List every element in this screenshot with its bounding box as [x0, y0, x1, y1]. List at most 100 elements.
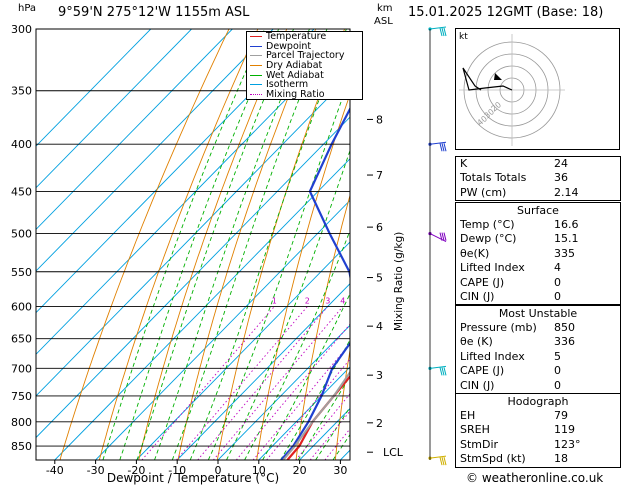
mixing-ratio-label: 4 — [340, 297, 345, 306]
wind-barb-flag — [441, 27, 445, 37]
wet-adiabat — [349, 459, 350, 460]
wind-barb-flag — [439, 456, 443, 466]
param-label: CIN (J) — [460, 289, 495, 303]
param-label: StmDir — [460, 437, 499, 451]
param-row: EH 79 — [456, 409, 620, 423]
param-row: K 24 — [456, 157, 620, 171]
isotherm-line — [217, 324, 350, 460]
panel-title: Hodograph — [507, 395, 569, 408]
isotherm-line — [258, 366, 350, 460]
isotherm-line — [381, 29, 455, 460]
mixing-ratio-line — [324, 428, 350, 460]
wind-barb-flag — [443, 456, 447, 466]
param-label: StmSpd (kt) — [460, 452, 526, 466]
dry-adiabat — [138, 29, 288, 460]
wind-barb-flag — [439, 143, 443, 152]
param-row: CAPE (J) 0 — [456, 276, 620, 290]
dry-adiabat — [216, 29, 346, 460]
param-label: θe(K) — [460, 246, 490, 260]
wet-adiabat — [119, 29, 280, 460]
param-label: CAPE (J) — [460, 275, 505, 289]
mixing-ratio-label: 3 — [325, 297, 330, 306]
km-tick-label: 5 — [376, 272, 383, 285]
wind-barb-flag — [441, 143, 445, 152]
wind-barb-shaft — [429, 233, 447, 243]
param-value: 335 — [554, 246, 575, 260]
wind-barb-shaft — [429, 365, 447, 369]
wind-barb-flag — [439, 367, 443, 376]
pressure-tick-label: 500 — [11, 228, 32, 241]
asl-label: ASL — [374, 16, 393, 27]
km-tick-label: 2 — [376, 417, 383, 430]
param-value: 0 — [554, 275, 561, 289]
param-label: Lifted Index — [460, 261, 525, 275]
km-tick-label: 3 — [376, 369, 383, 382]
skewt-chart: 300350400450500550600650700750800850-40-… — [11, 23, 455, 485]
param-row: Lifted Index 4 — [456, 261, 620, 275]
mixing-ratio-line — [212, 306, 344, 460]
param-row: θe(K) 335 — [456, 247, 620, 261]
param-row: CAPE (J) 0 — [456, 364, 620, 378]
legend-label: Dry Adiabat — [266, 60, 323, 72]
legend-label: Dewpoint — [266, 40, 312, 52]
param-row: StmDir 123° — [456, 438, 620, 452]
legend-swatch — [250, 55, 262, 57]
hodograph-unit: kt — [459, 32, 468, 42]
indices-panel: K 24 Totals Totals 36 PW (cm) 2.14 — [455, 156, 621, 202]
mixing-ratio-line — [175, 306, 308, 460]
pressure-tick-label: 850 — [11, 440, 32, 453]
param-label: K — [460, 157, 468, 170]
legend-item: Dewpoint — [247, 40, 362, 52]
pressure-tick-label: 700 — [11, 362, 32, 375]
panel-title: Most Unstable — [498, 307, 578, 320]
hodograph-trace — [462, 67, 513, 91]
isotherm-line — [36, 29, 233, 231]
wet-adiabat — [154, 29, 310, 460]
plot-area — [36, 29, 455, 460]
copyright: © weatheronline.co.uk — [466, 471, 604, 485]
hpa-label: hPa — [18, 3, 37, 14]
x-tick-label: -20 — [127, 464, 145, 477]
x-tick-label: 0 — [215, 464, 222, 477]
isotherm-line — [36, 29, 315, 314]
param-label: Dewp (°C) — [460, 232, 517, 246]
param-value: 0 — [554, 364, 561, 378]
param-label: CAPE (J) — [460, 364, 505, 378]
param-row: Pressure (mb) 850 — [456, 321, 620, 335]
param-value: 5 — [554, 349, 561, 363]
mixing-ratio-label: 1 — [272, 297, 277, 306]
param-value: 79 — [554, 409, 568, 422]
param-row: Totals Totals 36 — [456, 171, 620, 185]
x-axis-label: Dewpoint / Temperature (°C) — [107, 471, 279, 485]
legend-label: Temperature — [266, 31, 327, 43]
dry-adiabat — [414, 29, 455, 460]
km-tick-label: 6 — [376, 221, 383, 234]
isotherm-line — [95, 199, 350, 460]
legend-swatch — [250, 93, 262, 95]
lcl-label: LCL — [383, 446, 404, 459]
mixing-ratio-line — [266, 358, 350, 460]
mixing-ratio-line — [197, 306, 329, 460]
wet-adiabat — [367, 29, 455, 460]
dry-adiabat — [295, 193, 350, 460]
wet-adiabat — [226, 149, 350, 460]
isotherm-line — [36, 29, 152, 147]
param-row: Dewp (°C) 15.1 — [456, 232, 620, 246]
legend-swatch — [250, 84, 262, 86]
wind-barb-flag — [439, 232, 443, 241]
km-tick-label: 8 — [376, 113, 383, 126]
isotherm-line — [136, 241, 350, 460]
param-row: CIN (J) 0 — [456, 290, 620, 304]
isotherm-line — [36, 116, 350, 439]
dry-adiabat — [334, 347, 350, 460]
legend-label: Mixing Ratio — [266, 88, 325, 100]
surface-panel: Surface Temp (°C) 16.6 Dewp (°C) 15.1 θe(K) 33… — [455, 202, 621, 306]
pressure-tick-label: 300 — [11, 23, 32, 36]
wind-barb-flag — [443, 143, 447, 152]
x-tick-label: 30 — [333, 464, 347, 477]
x-tick-label: -40 — [46, 464, 64, 477]
legend-label: Wet Adiabat — [266, 69, 324, 81]
isotherm-line — [176, 283, 350, 460]
param-row: StmSpd (kt) 18 — [456, 452, 620, 466]
km-label: km — [377, 3, 393, 14]
